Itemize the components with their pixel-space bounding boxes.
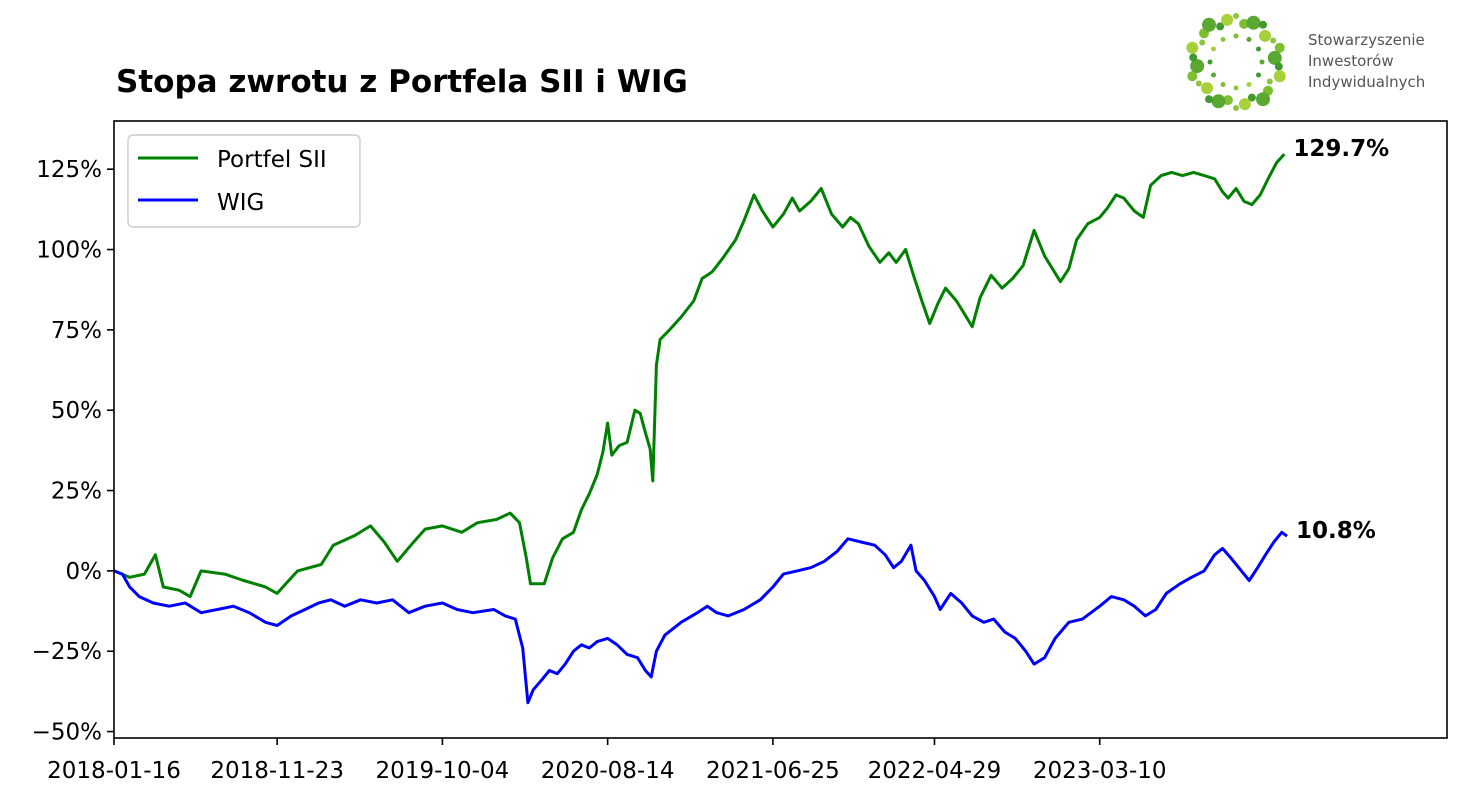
logo-dot bbox=[1220, 37, 1226, 42]
logo-dot bbox=[1199, 39, 1206, 46]
y-tick-label: 50% bbox=[51, 398, 102, 424]
logo-line-2: Inwestorów bbox=[1308, 52, 1394, 70]
logo-dot bbox=[1233, 105, 1239, 111]
end-label-wig: 10.8% bbox=[1296, 518, 1376, 544]
logo-dot bbox=[1259, 29, 1271, 42]
logo-dot bbox=[1246, 82, 1252, 87]
x-tick-label: 2022-04-29 bbox=[868, 758, 1002, 784]
logo-dot bbox=[1259, 59, 1265, 65]
logo-dot bbox=[1259, 20, 1267, 29]
x-tick-label: 2020-08-14 bbox=[541, 758, 675, 784]
logo-dot bbox=[1187, 71, 1198, 82]
logo-dot bbox=[1195, 80, 1202, 87]
y-tick-label: 100% bbox=[36, 238, 102, 264]
logo-dot bbox=[1239, 18, 1250, 29]
logo-dot bbox=[1274, 62, 1283, 71]
y-tick-label: −50% bbox=[32, 720, 102, 746]
logo-dot bbox=[1205, 95, 1213, 104]
logo-dot bbox=[1274, 42, 1285, 53]
y-tick-label: 125% bbox=[36, 157, 102, 183]
logo-dot bbox=[1211, 94, 1226, 109]
logo-dot bbox=[1233, 33, 1239, 39]
y-tick-label: 75% bbox=[51, 318, 102, 344]
logo-dot bbox=[1233, 85, 1239, 91]
logo-dot bbox=[1186, 41, 1199, 54]
logo-dot bbox=[1247, 93, 1256, 102]
y-tick-label: 0% bbox=[66, 559, 103, 585]
logo-dot bbox=[1238, 98, 1251, 111]
legend-label-wig: WIG bbox=[217, 190, 264, 216]
x-axis: 2018-01-16 2018-11-23 2019-10-04 2020-08-14… bbox=[47, 738, 1167, 784]
legend: Portfel SII WIG bbox=[127, 134, 361, 228]
logo-dot bbox=[1270, 37, 1277, 44]
series-line-wig bbox=[113, 530, 1288, 705]
logo-dot bbox=[1222, 95, 1233, 106]
series-line-portfel-sii bbox=[113, 153, 1286, 599]
y-axis: −50% −25% 0% 25% 50% 75% 100% 125% bbox=[32, 157, 114, 746]
y-tick-label: −25% bbox=[32, 639, 102, 665]
logo-dot bbox=[1256, 92, 1270, 107]
logo-dot bbox=[1233, 13, 1239, 19]
logo-line-1: Stowarzyszenie bbox=[1308, 31, 1425, 49]
series-layer bbox=[113, 153, 1288, 705]
logo-dot bbox=[1211, 46, 1216, 52]
logo-dot bbox=[1202, 17, 1216, 32]
logo-dot bbox=[1266, 78, 1273, 85]
chart-title: Stopa zwrotu z Portfela SII i WIG bbox=[116, 64, 688, 100]
logo-dot bbox=[1190, 59, 1205, 74]
logo-dot bbox=[1201, 82, 1213, 95]
x-tick-label: 2019-10-04 bbox=[376, 758, 510, 784]
x-tick-label: 2021-06-25 bbox=[706, 758, 840, 784]
logo-dot bbox=[1256, 46, 1261, 52]
sii-logo: Stowarzyszenie Inwestorów Indywidualnych bbox=[1186, 13, 1425, 111]
plot-frame bbox=[113, 120, 1448, 739]
x-tick-label: 2018-01-16 bbox=[47, 758, 181, 784]
logo-dot bbox=[1189, 53, 1198, 62]
logo-dot bbox=[1220, 82, 1226, 87]
logo-dot bbox=[1211, 72, 1216, 78]
logo-dot bbox=[1207, 59, 1213, 65]
end-label-portfel-sii: 129.7% bbox=[1293, 136, 1389, 162]
y-tick-label: 25% bbox=[51, 479, 102, 505]
logo-dot bbox=[1273, 70, 1286, 83]
logo-dot bbox=[1246, 15, 1261, 30]
logo-dot bbox=[1221, 13, 1234, 26]
logo-dot bbox=[1216, 22, 1225, 31]
logo-line-3: Indywidualnych bbox=[1308, 73, 1425, 91]
logo-ring-icon bbox=[1186, 13, 1286, 111]
end-labels: 129.7% 10.8% bbox=[1293, 136, 1389, 544]
logo-dot bbox=[1267, 50, 1282, 65]
logo-dot bbox=[1256, 72, 1261, 78]
legend-label-portfel-sii: Portfel SII bbox=[217, 147, 327, 173]
logo-dot bbox=[1246, 37, 1252, 42]
x-tick-label: 2018-11-23 bbox=[210, 758, 344, 784]
x-tick-label: 2023-03-10 bbox=[1033, 758, 1167, 784]
